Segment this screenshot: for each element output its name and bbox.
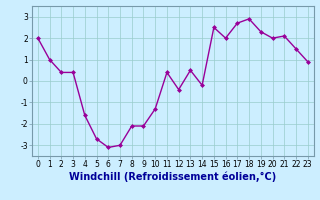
X-axis label: Windchill (Refroidissement éolien,°C): Windchill (Refroidissement éolien,°C) [69, 172, 276, 182]
